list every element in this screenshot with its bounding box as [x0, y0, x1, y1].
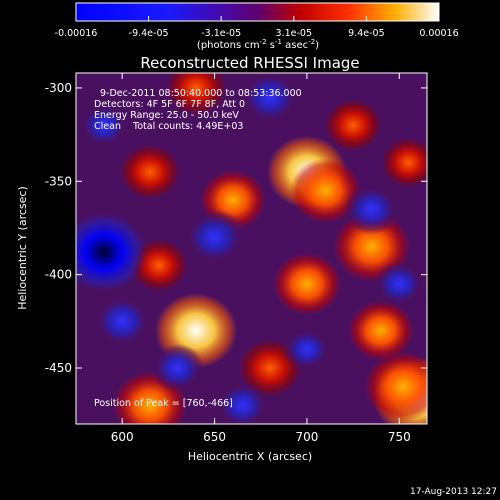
heatmap-source	[381, 138, 427, 188]
x-tick-label: 750	[388, 430, 411, 444]
heatmap-source	[150, 343, 205, 393]
heatmap-source	[282, 327, 331, 372]
heatmap-source	[78, 102, 130, 149]
y-tick-label: -400	[45, 268, 72, 282]
heatmap-source	[324, 99, 382, 151]
colorbar-tick-label: -9.4e-05	[129, 28, 169, 39]
heatmap-source	[120, 144, 180, 199]
x-tick-label: 650	[203, 430, 226, 444]
heatmap-source	[92, 294, 152, 349]
plot-frame	[75, 72, 428, 425]
y-axis-ticks: -300 -350 -400 -450	[45, 81, 427, 375]
y-tick-label: -300	[45, 81, 72, 95]
y-tick-label: -350	[45, 174, 72, 188]
heatmap-source	[373, 260, 425, 308]
footer-date: 17-Aug-2013 12:27	[410, 487, 497, 497]
colorbar-tick-label: 3.1e-05	[276, 28, 312, 39]
x-axis-label: Heliocentric X (arcsec)	[188, 450, 312, 463]
heatmap-source	[76, 213, 147, 291]
heatmap-source	[364, 351, 427, 422]
x-axis-ticks: 600 650 700 750	[111, 73, 411, 444]
annotation-energy: Energy Range: 25.0 - 50.0 keV	[94, 110, 239, 121]
heatmap-source	[240, 73, 300, 125]
annotation-detectors: Detectors: 4F 5F 6F 7F 8F, Att 0	[94, 99, 245, 110]
heatmap-source	[215, 380, 270, 424]
heatmap-source	[272, 253, 341, 315]
heatmap-source	[166, 73, 226, 115]
y-axis-label: Heliocentric Y (arcsec)	[16, 186, 29, 310]
y-tick-label: -450	[45, 361, 72, 375]
chart-title: Reconstructed RHESSI Image	[140, 54, 359, 72]
heatmap-source	[348, 301, 414, 361]
x-tick-label: 700	[295, 430, 318, 444]
heatmap-source	[343, 183, 400, 235]
colorbar-tick-label: -3.1e-05	[201, 28, 241, 39]
annotation-clean: Clean Total counts: 4.49E+03	[94, 121, 243, 132]
x-tick-label: 600	[111, 430, 134, 444]
heatmap-source	[289, 158, 361, 223]
colorbar-tick-label: -0.00016	[55, 28, 98, 39]
annotation-time: 9-Dec-2011 08:50:40.000 to 08:53:36.000	[100, 88, 302, 99]
colorbar	[75, 2, 440, 22]
annotation-peak: Position of Peak = [760,-466]	[94, 398, 233, 409]
colorbar-unit-label: (photons cm-2 s-1 asec-2)	[197, 38, 319, 51]
colorbar-tick-label: 9.4e-05	[348, 28, 384, 39]
heatmap-source	[183, 208, 246, 266]
heatmap-image	[76, 73, 427, 424]
colorbar-ticks: -0.00016 -9.4e-05 -3.1e-05 3.1e-05 9.4e-05 0.…	[55, 16, 459, 39]
colorbar-tick-label: 0.00016	[419, 28, 458, 39]
